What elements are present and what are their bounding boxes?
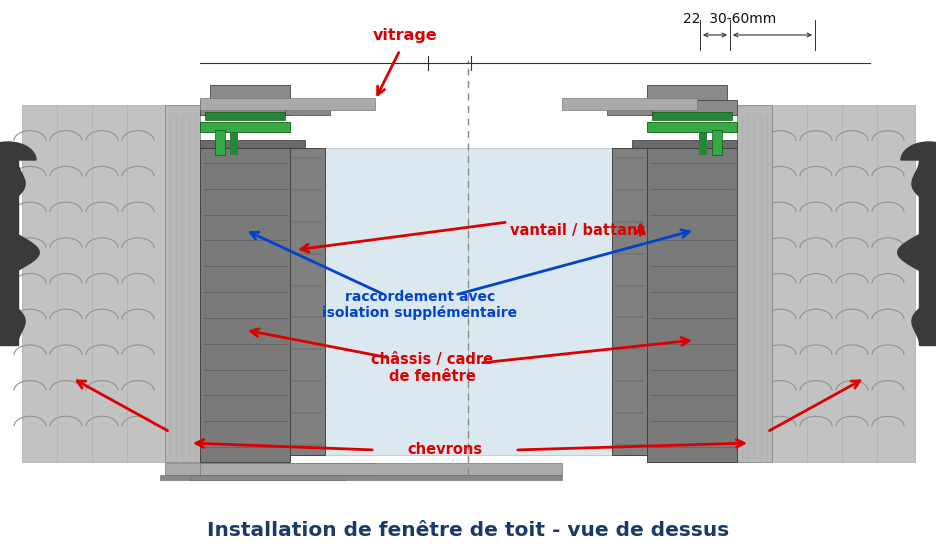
Bar <box>0 160 18 345</box>
Bar <box>199 122 289 132</box>
Bar <box>199 100 289 115</box>
Text: vitrage: vitrage <box>373 28 437 43</box>
Text: 22  30-60mm: 22 30-60mm <box>682 12 776 26</box>
Bar <box>190 475 562 480</box>
Bar <box>199 463 562 475</box>
Bar <box>160 475 344 480</box>
Bar <box>562 98 696 110</box>
Bar <box>647 148 737 462</box>
Text: raccordement avec
isolation supplémentaire: raccordement avec isolation supplémentai… <box>322 290 517 320</box>
Bar <box>205 112 285 120</box>
Bar <box>711 130 722 155</box>
Bar <box>199 98 374 110</box>
Text: Installation de fenêtre de toit - vue de dessus: Installation de fenêtre de toit - vue de… <box>207 521 728 539</box>
Bar <box>199 148 289 462</box>
Bar <box>325 148 467 455</box>
Bar <box>289 148 325 455</box>
Polygon shape <box>900 142 936 160</box>
Bar <box>737 105 771 462</box>
Bar <box>651 112 731 120</box>
Bar <box>607 100 651 115</box>
Polygon shape <box>896 160 936 345</box>
Bar <box>771 105 914 462</box>
Bar <box>467 148 611 455</box>
Bar <box>647 85 726 100</box>
Bar <box>165 463 374 475</box>
Bar <box>199 140 305 148</box>
Text: chevrons: chevrons <box>407 442 482 457</box>
Bar <box>918 160 936 345</box>
Bar <box>210 85 289 100</box>
Bar <box>22 105 165 462</box>
Bar <box>631 140 737 148</box>
Text: châssis / cadre
de fenêtre: châssis / cadre de fenêtre <box>371 352 492 384</box>
Bar <box>647 122 737 132</box>
Bar <box>611 148 647 455</box>
Polygon shape <box>0 142 36 160</box>
Polygon shape <box>0 160 40 345</box>
Bar <box>285 100 329 115</box>
Bar <box>698 133 707 155</box>
Bar <box>165 105 199 462</box>
Bar <box>229 133 238 155</box>
Bar <box>214 130 225 155</box>
Bar <box>647 100 737 115</box>
Text: vantail / battant: vantail / battant <box>509 223 644 238</box>
